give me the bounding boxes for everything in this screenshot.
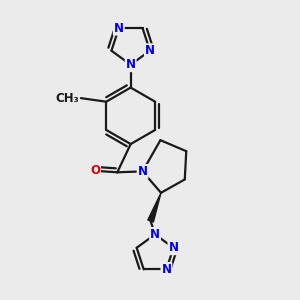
Text: N: N <box>114 22 124 34</box>
Text: N: N <box>150 228 160 241</box>
Text: CH₃: CH₃ <box>56 92 80 105</box>
Text: N: N <box>168 241 178 254</box>
Text: N: N <box>126 58 136 71</box>
Text: N: N <box>145 44 155 57</box>
Text: N: N <box>138 165 148 178</box>
Text: O: O <box>90 164 100 177</box>
Polygon shape <box>148 193 161 222</box>
Text: N: N <box>161 263 171 276</box>
